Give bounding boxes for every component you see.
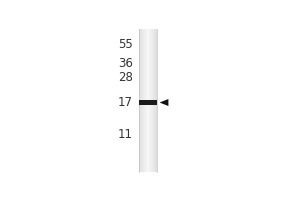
Bar (154, 29, 155, 172)
Bar (145, 29, 146, 172)
Bar (143, 29, 144, 172)
Text: 28: 28 (118, 71, 133, 84)
Bar (142, 29, 143, 172)
Bar (152, 29, 153, 172)
Bar (146, 29, 147, 172)
Polygon shape (160, 99, 168, 106)
Bar (155, 29, 156, 172)
Bar (151, 29, 152, 172)
Bar (153, 29, 154, 172)
Bar (156, 29, 157, 172)
Text: 17: 17 (118, 96, 133, 109)
Bar (150, 29, 151, 172)
Bar (141, 29, 142, 172)
Text: 11: 11 (118, 128, 133, 141)
Bar (140, 29, 141, 172)
Bar (147, 29, 148, 172)
Bar (144, 29, 145, 172)
Bar (139, 100, 157, 105)
Bar (139, 29, 140, 172)
Bar (148, 29, 149, 172)
Text: 55: 55 (118, 38, 133, 51)
Bar (149, 29, 150, 172)
Text: 36: 36 (118, 57, 133, 70)
